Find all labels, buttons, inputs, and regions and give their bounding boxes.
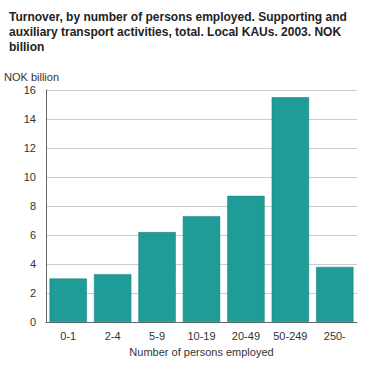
svg-text:Number of persons employed: Number of persons employed (129, 346, 273, 358)
svg-text:12: 12 (24, 142, 36, 154)
svg-text:NOK billion: NOK billion (4, 71, 59, 83)
svg-text:6: 6 (30, 229, 36, 241)
svg-text:0-1: 0-1 (60, 330, 76, 342)
svg-text:Turnover, by number of persons: Turnover, by number of persons employed.… (9, 10, 350, 24)
svg-text:250-: 250- (324, 330, 346, 342)
svg-text:2: 2 (30, 287, 36, 299)
svg-text:10: 10 (24, 171, 36, 183)
svg-text:5-9: 5-9 (149, 330, 165, 342)
svg-text:20-49: 20-49 (232, 330, 260, 342)
svg-text:14: 14 (24, 113, 36, 125)
svg-text:auxiliary transport activities: auxiliary transport activities, total. L… (9, 25, 344, 39)
svg-text:50-249: 50-249 (273, 330, 307, 342)
svg-text:0: 0 (30, 316, 36, 328)
svg-text:16: 16 (24, 84, 36, 96)
svg-text:10-19: 10-19 (187, 330, 215, 342)
svg-text:billion: billion (9, 40, 44, 54)
svg-text:8: 8 (30, 200, 36, 212)
svg-text:4: 4 (30, 258, 36, 270)
svg-text:2-4: 2-4 (105, 330, 121, 342)
